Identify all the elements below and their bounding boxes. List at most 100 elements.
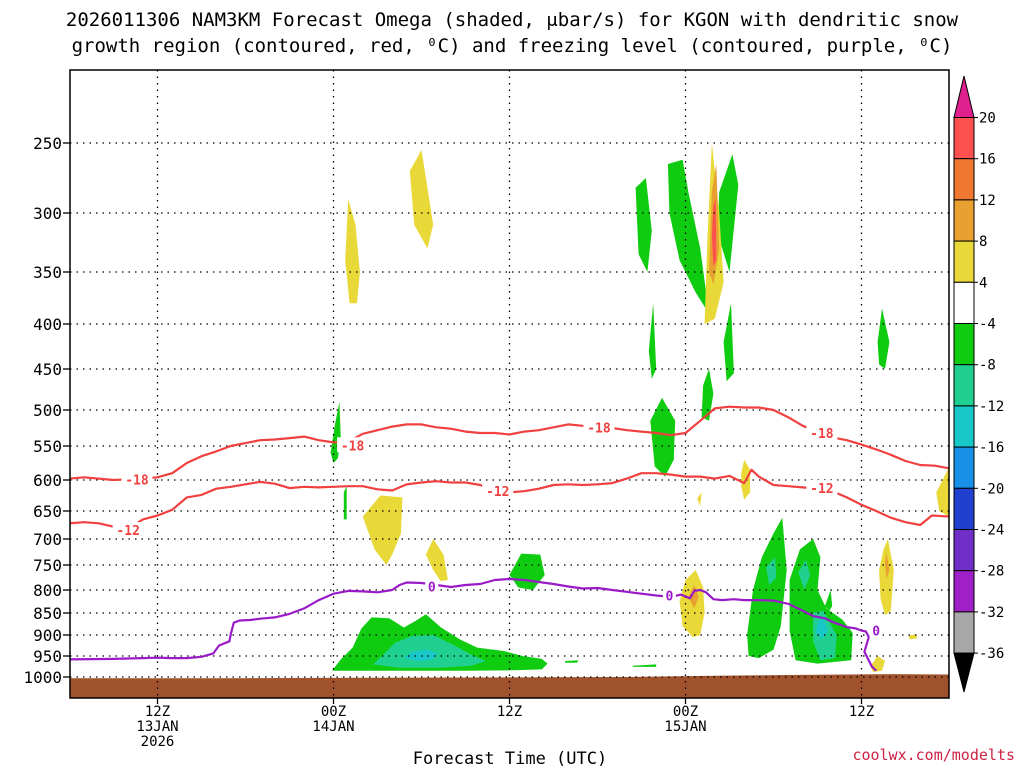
y-tick-label-600: 600 <box>33 471 62 490</box>
y-tick-label-650: 650 <box>33 502 62 521</box>
label-minus-18-c-bg <box>583 419 615 435</box>
y-tick-label-900: 900 <box>33 626 62 645</box>
shade-green-300-left <box>635 178 652 272</box>
colorbar-bin-8 <box>953 446 975 489</box>
colorbar-bin-12 <box>953 611 975 654</box>
y-tick-label-800: 800 <box>33 581 62 600</box>
shade-rising-lower-cyan <box>403 649 438 661</box>
shade-teal-lower-right-a <box>766 557 777 585</box>
y-tick-label-700: 700 <box>33 530 62 549</box>
colorbar-label-10: -24 <box>979 523 1004 539</box>
colorbar-label-12: -32 <box>979 605 1004 621</box>
shade-small-green-dash-a <box>565 660 579 663</box>
colorbar-bin-0 <box>953 117 975 160</box>
ground-layer <box>70 674 949 698</box>
shade-green-430-a <box>648 303 657 379</box>
shade-green-lower-right-a <box>747 517 787 659</box>
colorbar-label-11: -28 <box>979 564 1004 580</box>
chart-title-line1: 2026011306 NAM3KM Forecast Omega (shaded… <box>66 9 959 31</box>
y-tick-label-350: 350 <box>33 263 62 282</box>
shade-yellow-650 <box>362 495 403 565</box>
credit-text: coolwx.com/modelts <box>852 746 1015 764</box>
colorbar-bin-11 <box>953 570 975 613</box>
label-minus-18-b-bg <box>337 437 369 453</box>
colorbar-bin-6 <box>953 364 975 407</box>
y-tick-label-550: 550 <box>33 437 62 456</box>
colorbar-label-4: 4 <box>979 275 987 291</box>
colorbar-bin-9 <box>953 487 975 530</box>
x-tick-label-h42-1: 00Z <box>673 704 698 720</box>
shade-green-450-b <box>701 369 714 421</box>
shade-yellow-960-right <box>870 656 885 672</box>
shade-midlevel-green-box <box>509 553 545 590</box>
colorbar-bin-7 <box>953 405 975 448</box>
y-tick-label-1000: 1000 <box>23 668 62 687</box>
y-tick-label-400: 400 <box>33 315 62 334</box>
label-minus-12-c: -12 <box>810 482 833 497</box>
chart-title-line2: growth region (contoured, red, ⁰C) and f… <box>72 35 953 57</box>
shade-small-green-dash-b <box>632 664 657 667</box>
minus-18-line <box>70 405 949 482</box>
x-tick-label-h18-2: 14JAN <box>312 719 354 735</box>
colorbar: 20 16 12 8 4 -4 -8 -12 -16 -20 -24 -28 -32 -36 <box>953 75 1004 693</box>
y-tick-label-250: 250 <box>33 134 62 153</box>
label-zero-c: 0 <box>872 625 880 640</box>
label-zero-a-bg <box>425 578 439 594</box>
colorbar-label-7: -12 <box>979 399 1004 415</box>
colorbar-label-9: -20 <box>979 481 1004 497</box>
label-minus-12-b: -12 <box>486 485 509 500</box>
shade-green-500 <box>650 397 676 477</box>
shade-green-555 <box>330 401 341 463</box>
colorbar-label-3: 8 <box>979 234 987 250</box>
colorbar-label-8: -16 <box>979 440 1004 456</box>
label-minus-18-b: -18 <box>341 439 365 454</box>
colorbar-label-0: 20 <box>979 111 996 127</box>
label-zero-c-bg <box>869 622 883 638</box>
colorbar-bin-4 <box>953 281 975 324</box>
colorbar-bottom-arrow <box>953 652 975 693</box>
label-zero-b-bg <box>662 587 676 603</box>
y-tick-label-500: 500 <box>33 401 62 420</box>
colorbar-label-1: 16 <box>979 152 996 168</box>
label-minus-18-a: -18 <box>125 473 149 488</box>
colorbar-label-2: 12 <box>979 193 996 209</box>
x-tick-label-h30-1: 12Z <box>497 704 522 720</box>
x-tick-label-h6-3: 2026 <box>141 734 175 750</box>
label-minus-12-b-bg <box>482 483 514 499</box>
colorbar-bin-5 <box>953 323 975 366</box>
ground-terrain <box>70 674 949 698</box>
y-tick-label-850: 850 <box>33 604 62 623</box>
label-zero-a: 0 <box>428 581 436 596</box>
y-tick-label-300: 300 <box>33 204 62 223</box>
shade-orange-740-right <box>885 552 890 579</box>
label-minus-18-c: -18 <box>587 421 611 436</box>
y-axis: 250 300 350 400 450 500 550 600 650 700 750 800 850 9… <box>23 134 70 687</box>
label-minus-12-a-bg <box>112 522 144 538</box>
shade-red-mid-300 <box>711 199 717 267</box>
shade-yellow-280 <box>409 150 434 249</box>
y-tick-label-450: 450 <box>33 360 62 379</box>
shade-teal-lower-right-b <box>798 559 811 590</box>
colorbar-label-5: -4 <box>979 317 996 333</box>
y-tick-label-950: 950 <box>33 647 62 666</box>
shade-green-lower-right-c <box>824 590 833 611</box>
shade-cyan-lower-right <box>816 618 828 640</box>
colorbar-bin-1 <box>953 158 975 201</box>
shade-yellow-620-right <box>936 467 949 517</box>
shade-green-300-main <box>667 159 709 314</box>
label-minus-18-a-bg <box>121 471 153 487</box>
colorbar-bin-10 <box>953 529 975 572</box>
x-tick-label-h6-2: 13JAN <box>136 719 178 735</box>
shade-yellow-330 <box>345 199 360 304</box>
shade-green-640 <box>343 486 347 520</box>
shade-yellow-710 <box>425 539 448 581</box>
minus-12-line <box>70 468 949 531</box>
colorbar-label-6: -8 <box>979 358 996 374</box>
x-tick-label-h6-1: 12Z <box>145 704 170 720</box>
colorbar-label-13: -36 <box>979 646 1004 662</box>
shade-yellow-630-tiny <box>697 492 702 506</box>
colorbar-bin-2 <box>953 199 975 242</box>
shade-green-300-right <box>717 154 739 272</box>
shade-green-420-right <box>877 308 890 369</box>
